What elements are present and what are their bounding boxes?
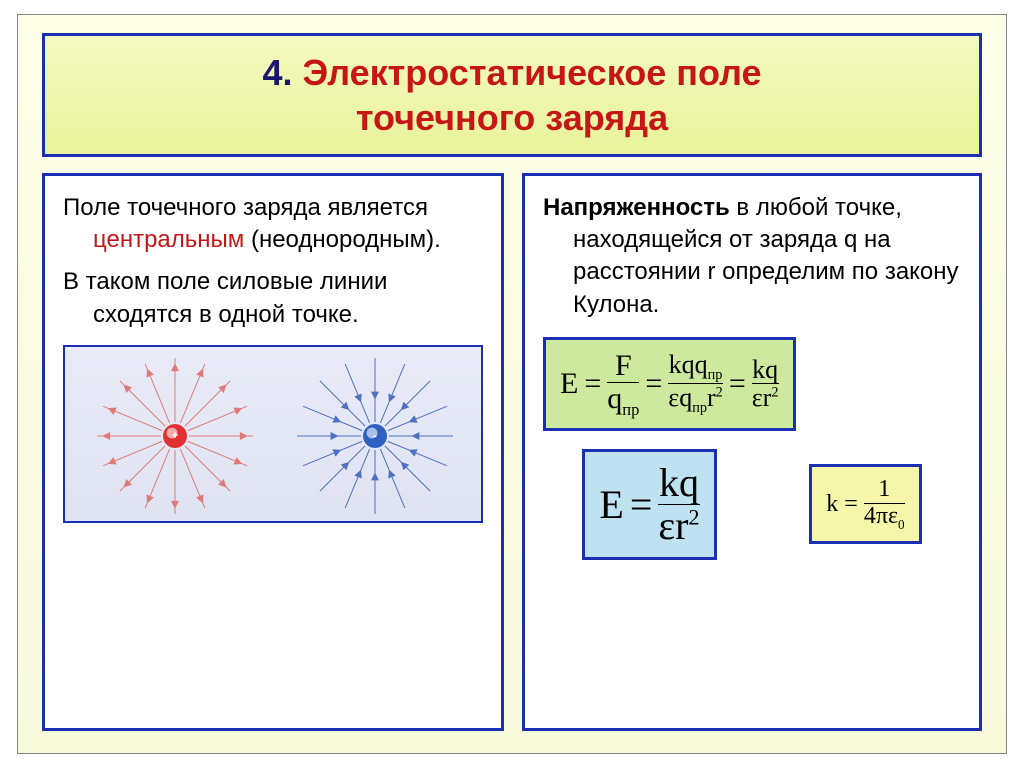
field-diagram: + - xyxy=(63,345,483,523)
f1-E: E xyxy=(560,367,578,401)
f3-eq: = xyxy=(844,491,858,518)
f3-den-sub: 0 xyxy=(898,516,905,531)
f2-den-sup: 2 xyxy=(689,505,700,530)
f1-t1-den-sub: пр xyxy=(622,400,639,419)
slide: 4. Электростатическое поле точечного зар… xyxy=(17,14,1007,754)
columns: Поле точечного заряда является центральн… xyxy=(42,173,982,731)
f3-num: 1 xyxy=(864,477,905,502)
title-number: 4. xyxy=(262,52,292,93)
f3-k: k xyxy=(826,491,838,518)
f1-t3-den-sup: 2 xyxy=(771,385,778,401)
f1-eq1: = xyxy=(584,367,601,401)
f1-t3-den-a: ε xyxy=(752,383,763,412)
left-column: Поле точечного заряда является центральн… xyxy=(42,173,504,731)
f1-t2-den-a: ε xyxy=(668,383,679,412)
right-column: Напряженность в любой точке, находящейся… xyxy=(522,173,982,731)
f2-num: kq xyxy=(658,462,699,504)
f1-t2-den-sup: 2 xyxy=(716,385,723,401)
f3-den-a: 4 xyxy=(864,503,876,529)
f1-eq3: = xyxy=(729,367,746,401)
f1-t3-num: kq xyxy=(752,356,779,383)
title-line2: точечного заряда xyxy=(356,97,668,138)
f2-den-a: ε xyxy=(658,503,675,548)
f1-t2-den-sub: пр xyxy=(692,401,707,417)
f1-t2-den-c: r xyxy=(707,383,716,412)
left-p1-highlight: центральным xyxy=(93,226,244,253)
f1-eq2: = xyxy=(645,367,662,401)
f1-t2-den-b: q xyxy=(679,383,692,412)
formula-E: E = kq εr2 xyxy=(582,449,716,560)
formula-row2: E = kq εr2 k = 1 4πε0 xyxy=(543,449,961,560)
right-bold: Напряженность xyxy=(543,194,730,221)
f1-t1-num: F xyxy=(607,350,639,382)
right-p1: Напряженность в любой точке, находящейся… xyxy=(543,192,961,322)
f3-den-c: ε xyxy=(888,503,898,529)
title-line1: Электростатическое поле xyxy=(303,52,762,93)
f3-den-b: π xyxy=(876,503,888,529)
formula-main: E = F qпр = kqqпр εqпрr2 = kq εr2 xyxy=(543,337,796,431)
slide-title-box: 4. Электростатическое поле точечного зар… xyxy=(42,33,982,157)
f2-eq: = xyxy=(630,481,653,528)
formula-k: k = 1 4πε0 xyxy=(809,464,921,544)
svg-text:+: + xyxy=(172,430,178,442)
field-svg: + - xyxy=(65,347,481,525)
left-p1-c: (неоднородным). xyxy=(244,226,441,253)
f2-E: E xyxy=(599,481,623,528)
left-p1: Поле точечного заряда является центральн… xyxy=(63,192,483,257)
left-p2: В таком поле силовые линии сходятся в од… xyxy=(63,266,483,331)
f1-t2-num-a: kqq xyxy=(669,350,708,379)
f1-t2-num-sub: пр xyxy=(708,367,723,383)
f2-den-b: r xyxy=(675,503,688,548)
f1-t1-den-a: q xyxy=(607,382,622,415)
svg-text:-: - xyxy=(373,430,377,442)
slide-title: 4. Электростатическое поле точечного зар… xyxy=(57,50,967,140)
left-p1-a: Поле точечного заряда является xyxy=(63,194,428,221)
